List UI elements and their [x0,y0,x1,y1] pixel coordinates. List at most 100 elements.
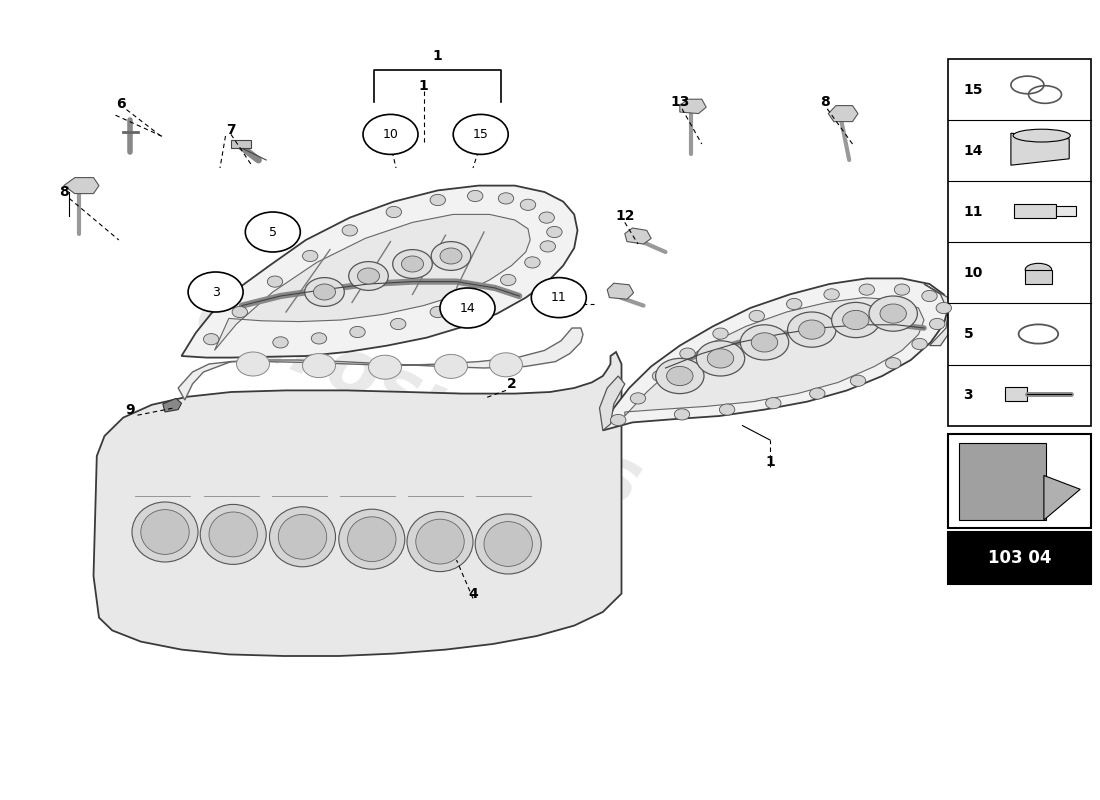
Circle shape [204,334,219,345]
Bar [1025,270,1052,284]
Circle shape [273,337,288,348]
Ellipse shape [475,514,541,574]
Polygon shape [64,178,99,194]
Circle shape [342,225,358,236]
Circle shape [500,274,516,286]
Circle shape [350,326,365,338]
Ellipse shape [278,514,327,559]
Circle shape [936,302,952,314]
Polygon shape [625,298,924,416]
Text: 103 04: 103 04 [988,549,1052,567]
Circle shape [674,409,690,420]
Circle shape [430,306,446,318]
Circle shape [930,318,945,330]
Bar [1014,204,1056,218]
Text: 3: 3 [964,388,974,402]
Circle shape [386,206,402,218]
Bar [1005,387,1027,402]
Circle shape [766,398,781,409]
Circle shape [393,250,432,278]
Polygon shape [178,328,583,400]
Circle shape [824,289,839,300]
Circle shape [547,226,562,238]
Circle shape [358,268,379,284]
Circle shape [236,352,270,376]
Ellipse shape [209,512,257,557]
Bar [948,59,1091,426]
Circle shape [531,278,586,318]
Text: 3: 3 [211,286,220,298]
Text: 1: 1 [419,78,428,93]
Text: 6: 6 [117,97,125,111]
Text: 5: 5 [268,226,277,238]
Circle shape [539,212,554,223]
Circle shape [368,355,402,379]
Text: 13: 13 [670,95,690,110]
Circle shape [656,358,704,394]
Circle shape [440,248,462,264]
Text: 5: 5 [964,327,974,341]
Polygon shape [924,284,955,346]
Circle shape [880,304,906,323]
Polygon shape [214,214,530,350]
Circle shape [667,366,693,386]
Ellipse shape [348,517,396,562]
Circle shape [349,262,388,290]
Text: a passion for parts since 1985: a passion for parts since 1985 [255,434,581,558]
Circle shape [525,257,540,268]
Polygon shape [625,228,651,244]
Text: 15: 15 [473,128,488,141]
Text: 4: 4 [469,586,477,601]
Text: 14: 14 [460,302,475,314]
Circle shape [453,114,508,154]
Circle shape [188,272,243,312]
Circle shape [652,370,668,382]
Circle shape [707,349,734,368]
Circle shape [302,250,318,262]
Ellipse shape [200,504,266,565]
Circle shape [696,341,745,376]
Circle shape [749,310,764,322]
Text: 15: 15 [964,82,983,97]
Circle shape [859,284,874,295]
Circle shape [869,296,917,331]
Circle shape [832,302,880,338]
Ellipse shape [1025,263,1052,276]
Circle shape [788,312,836,347]
Circle shape [894,284,910,295]
Circle shape [314,284,336,300]
Bar [948,532,1091,584]
Circle shape [713,328,728,339]
Circle shape [311,333,327,344]
Text: 11: 11 [964,205,983,219]
Circle shape [843,310,869,330]
Circle shape [680,348,695,359]
Ellipse shape [132,502,198,562]
Circle shape [363,114,418,154]
Ellipse shape [416,519,464,564]
Circle shape [434,354,468,378]
Circle shape [912,338,927,350]
Circle shape [810,388,825,399]
Circle shape [630,393,646,404]
Circle shape [232,306,248,318]
Circle shape [850,375,866,386]
Text: 9: 9 [125,402,134,417]
Polygon shape [607,283,634,299]
Polygon shape [1044,475,1080,520]
Circle shape [886,358,901,369]
Circle shape [520,199,536,210]
Circle shape [402,256,424,272]
Text: 14: 14 [964,144,983,158]
Circle shape [245,212,300,252]
Text: 8: 8 [821,95,829,110]
Circle shape [719,404,735,415]
Ellipse shape [484,522,532,566]
Text: 2: 2 [507,377,516,391]
Circle shape [786,298,802,310]
Polygon shape [680,99,706,114]
Polygon shape [603,278,948,430]
Bar [948,434,1091,528]
Circle shape [390,318,406,330]
Circle shape [540,241,556,252]
